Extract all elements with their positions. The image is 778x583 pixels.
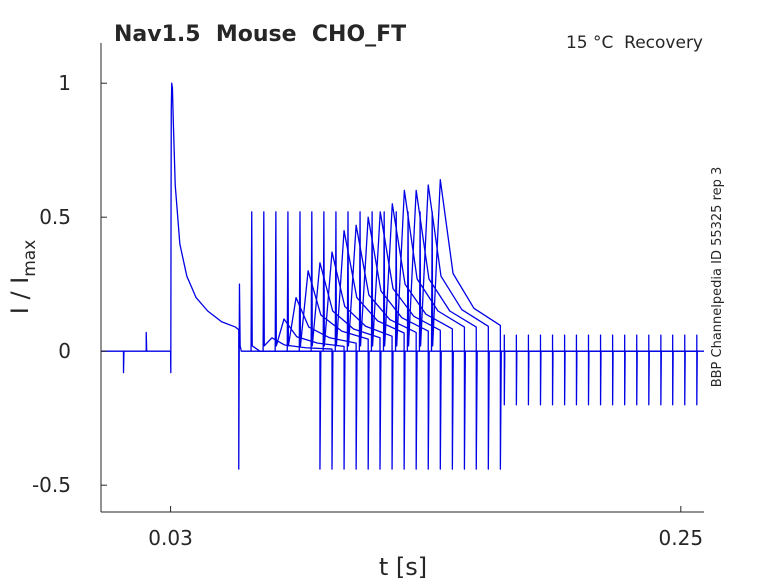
y-axis-label-main: I / I [6, 277, 34, 315]
trace [101, 82, 704, 470]
chart-title: Nav1.5 Mouse CHO_FT [114, 22, 406, 47]
y-tick-label: 0.5 [39, 205, 71, 229]
trace [286, 211, 358, 470]
trace [346, 211, 418, 470]
trace [262, 211, 334, 470]
plot-area [101, 82, 704, 470]
trace [298, 211, 370, 470]
trace [334, 211, 406, 470]
trace [430, 179, 502, 470]
trace [322, 211, 394, 470]
y-axis-label: I / Imax [6, 240, 40, 315]
trace [358, 211, 430, 470]
y-tick-label: -0.5 [32, 473, 71, 497]
trace [394, 189, 466, 470]
trace [382, 203, 454, 470]
y-tick-label: 0 [58, 339, 71, 363]
y-tick-label: 1 [58, 71, 71, 95]
trace [310, 211, 382, 470]
x-axis-label: t [s] [379, 553, 427, 581]
x-tick-label: 0.03 [148, 526, 193, 550]
trace [370, 211, 442, 470]
trace [406, 189, 478, 470]
y-axis-label-sub: max [20, 240, 40, 277]
side-note: BBP Channelpedia ID 55325 rep 3 [710, 167, 725, 388]
trace [274, 211, 346, 470]
trace [250, 211, 322, 470]
trace [418, 184, 490, 470]
annotation: 15 °C Recovery [566, 33, 703, 53]
x-tick-label: 0.25 [659, 526, 704, 550]
trace [503, 334, 698, 406]
